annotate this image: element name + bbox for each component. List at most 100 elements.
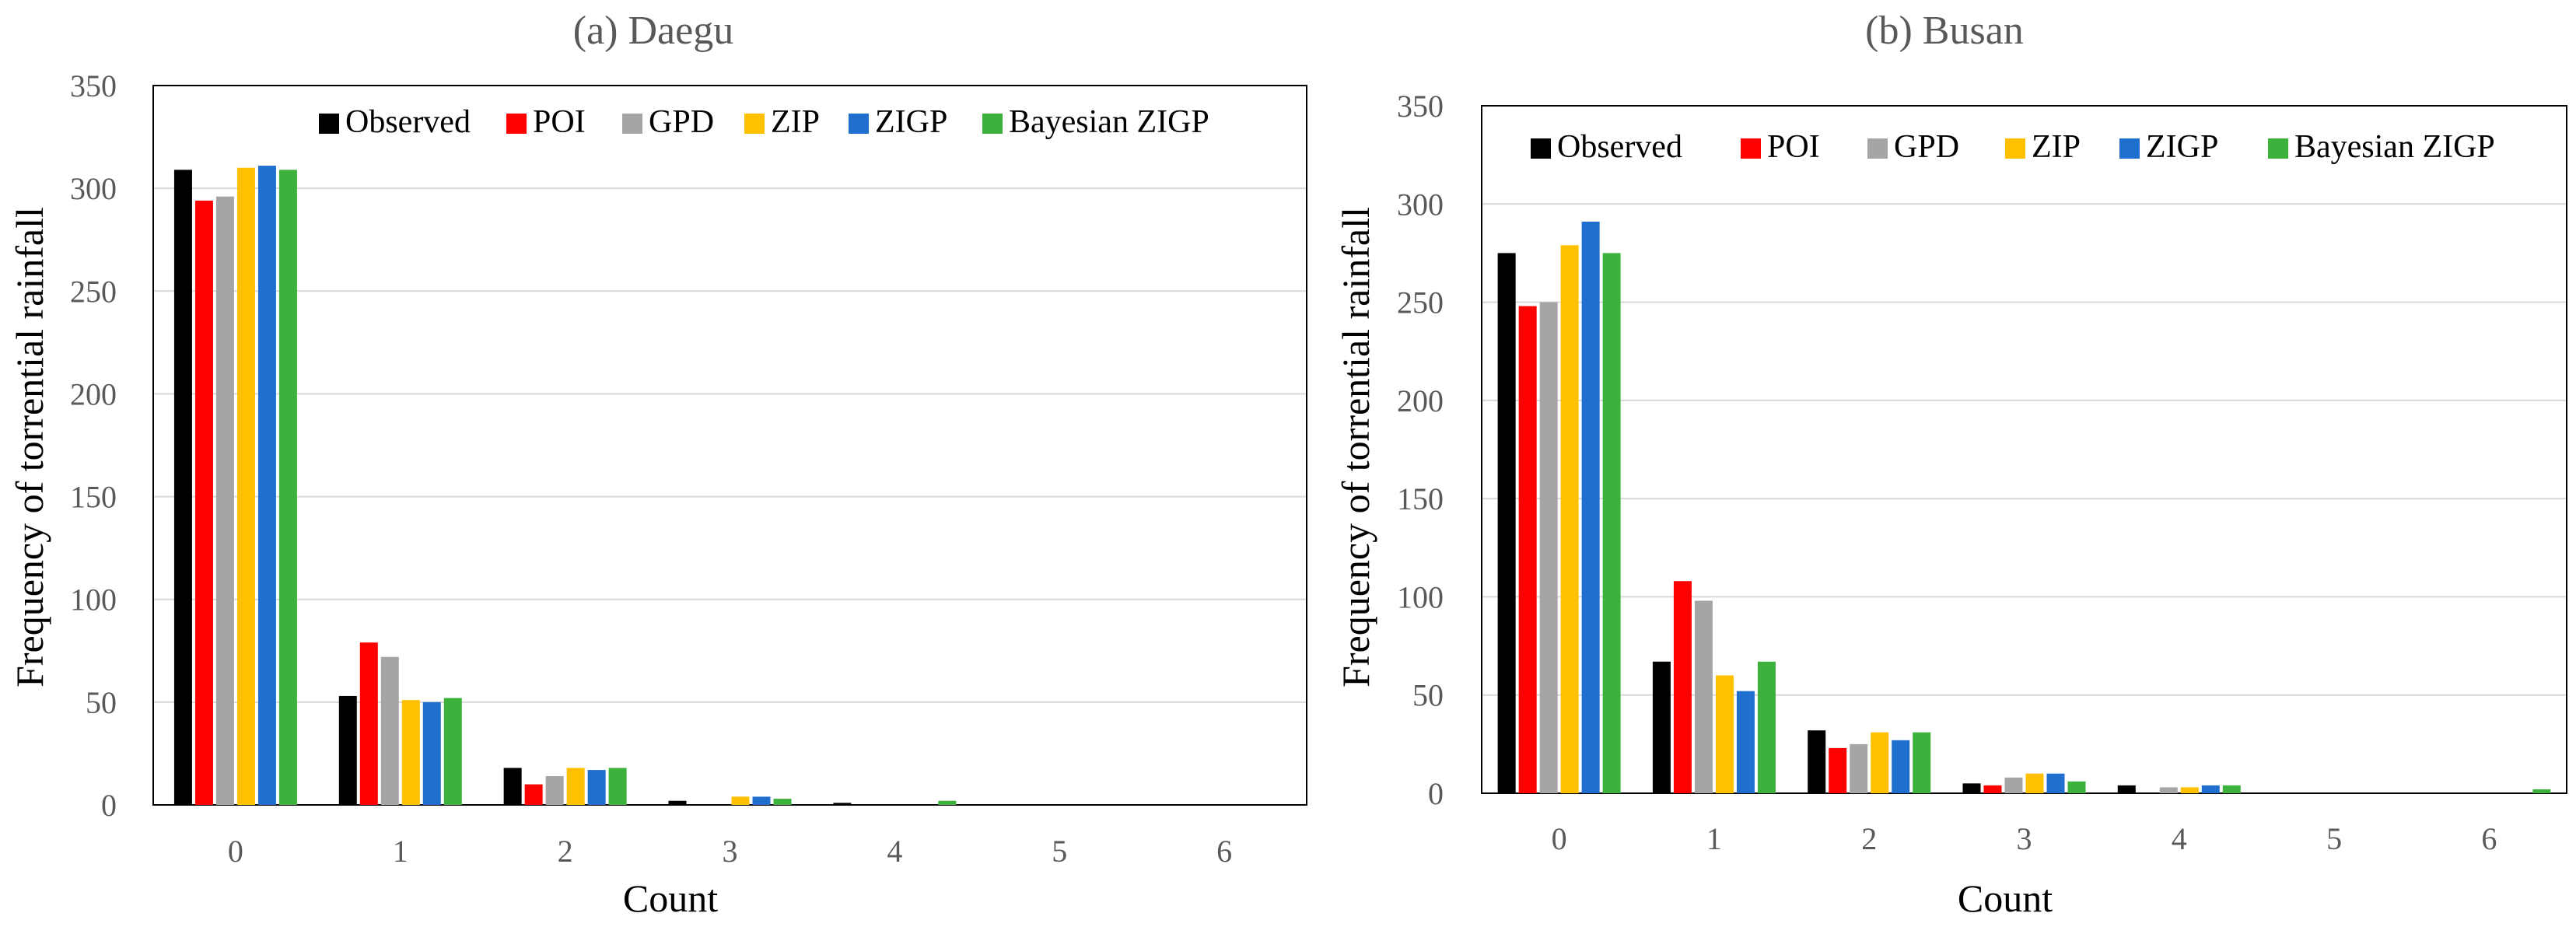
- x-tick-label: 1: [393, 834, 408, 869]
- bar-zigp: [2046, 773, 2065, 793]
- y-tick-label: 0: [1428, 776, 1444, 811]
- bar-bayesian-zigp: [278, 170, 297, 805]
- legend-swatch: [982, 114, 1003, 134]
- legend-label: Bayesian ZIGP: [2294, 129, 2495, 165]
- bar-poi: [524, 784, 543, 805]
- bar-zigp: [587, 770, 606, 805]
- bar-observed: [503, 768, 522, 805]
- x-tick-label: 5: [2326, 821, 2342, 856]
- chart-title: (a) Daegu: [573, 9, 733, 53]
- x-tick-label: 3: [723, 834, 738, 869]
- bar-poi: [1673, 581, 1692, 793]
- bar-zip: [731, 796, 750, 805]
- legend-label: GPD: [649, 104, 714, 140]
- y-tick-label: 0: [101, 788, 117, 823]
- y-tick-label: 100: [70, 582, 117, 617]
- legend-swatch: [1741, 138, 1761, 159]
- bar-bayesian-zigp: [1913, 732, 1931, 793]
- legend: Observed POI GPD ZIP ZIGP Bayesian ZIGP: [1531, 129, 2495, 165]
- legend-label: ZIGP: [875, 104, 947, 140]
- y-tick-label: 350: [1397, 89, 1444, 124]
- bar-zip: [1560, 245, 1579, 794]
- bar-observed: [338, 695, 357, 805]
- y-tick-label: 150: [1397, 481, 1444, 516]
- bar-zip: [1871, 732, 1889, 793]
- bar-bayesian-zigp: [608, 768, 627, 805]
- legend-label: Observed: [345, 104, 471, 140]
- legend-swatch: [849, 114, 869, 134]
- bar-gpd: [2004, 777, 2023, 793]
- legend-swatch: [2268, 138, 2288, 159]
- bar-zigp: [1736, 691, 1755, 793]
- legend-label: GPD: [1894, 129, 1959, 165]
- bar-gpd: [1694, 600, 1713, 793]
- legend-label: Observed: [1557, 129, 1682, 165]
- x-tick-label: 1: [1706, 821, 1722, 856]
- bar-observed: [2117, 785, 2136, 793]
- bar-bayesian-zigp: [938, 800, 957, 805]
- y-tick-label: 250: [1397, 285, 1444, 320]
- legend-label: POI: [1767, 129, 1820, 165]
- bar-zip: [236, 167, 255, 805]
- legend: Observed POI GPD ZIP ZIGP Bayesian ZIGP: [319, 104, 1209, 140]
- chart-panel-daegu: (a) Daegu Frequency of torrential rainfa…: [8, 9, 1307, 920]
- bar-observed: [173, 170, 192, 805]
- bar-observed: [668, 800, 687, 805]
- x-tick-label: 2: [1861, 821, 1877, 856]
- x-tick-label: 2: [558, 834, 573, 869]
- y-tick-label: 250: [70, 274, 117, 309]
- x-tick-label: 4: [2172, 821, 2187, 856]
- chart-panel-busan: (b) Busan Frequency of torrential rainfa…: [1334, 9, 2567, 920]
- legend-swatch: [2119, 138, 2140, 159]
- bar-poi: [1829, 747, 1847, 793]
- bar-gpd: [1539, 302, 1558, 794]
- x-tick-label: 4: [887, 834, 902, 869]
- legend-label: POI: [533, 104, 586, 140]
- bar-gpd: [545, 776, 564, 805]
- bar-zigp: [2201, 785, 2220, 793]
- legend-swatch: [744, 114, 765, 134]
- bar-gpd: [1850, 743, 1868, 793]
- x-tick-label: 3: [2017, 821, 2032, 856]
- y-tick-label: 200: [70, 376, 117, 411]
- bar-bayesian-zigp: [1757, 661, 1776, 793]
- x-tick-label: 0: [228, 834, 243, 869]
- bar-observed: [1808, 730, 1826, 793]
- bar-bayesian-zigp: [2067, 781, 2086, 793]
- y-tick-label: 300: [1397, 187, 1444, 222]
- x-axis-label: Count: [1958, 876, 2053, 920]
- bar-observed: [1962, 783, 1981, 793]
- legend-swatch: [506, 114, 527, 134]
- x-tick-label: 5: [1052, 834, 1067, 869]
- legend-swatch: [319, 114, 339, 134]
- bar-poi: [359, 642, 378, 805]
- bar-observed: [1652, 661, 1671, 793]
- bar-poi: [1518, 306, 1537, 793]
- bar-bayesian-zigp: [443, 698, 462, 805]
- y-tick-label: 350: [70, 68, 117, 103]
- plot-area-border: [152, 85, 1307, 806]
- y-tick-label: 150: [70, 480, 117, 515]
- legend-swatch: [622, 114, 642, 134]
- bar-zigp: [422, 701, 441, 805]
- y-tick-label: 50: [1412, 678, 1444, 713]
- bar-zigp: [257, 166, 276, 806]
- bar-observed: [1497, 253, 1516, 793]
- y-tick-label: 100: [1397, 579, 1444, 614]
- y-tick-label: 50: [86, 685, 117, 720]
- legend-label: ZIGP: [2146, 129, 2218, 165]
- legend-swatch: [2005, 138, 2025, 159]
- x-tick-label: 0: [1552, 821, 1567, 856]
- bar-zigp: [752, 796, 771, 805]
- x-tick-label: 6: [1216, 834, 1232, 869]
- legend-label: ZIP: [771, 104, 820, 140]
- bar-zigp: [1892, 740, 1910, 793]
- legend-label: ZIP: [2032, 129, 2081, 165]
- bar-bayesian-zigp: [1602, 253, 1621, 793]
- y-tick-label: 300: [70, 171, 117, 206]
- bar-zip: [566, 768, 585, 805]
- bar-zigp: [1581, 222, 1600, 793]
- bar-poi: [1983, 785, 2002, 793]
